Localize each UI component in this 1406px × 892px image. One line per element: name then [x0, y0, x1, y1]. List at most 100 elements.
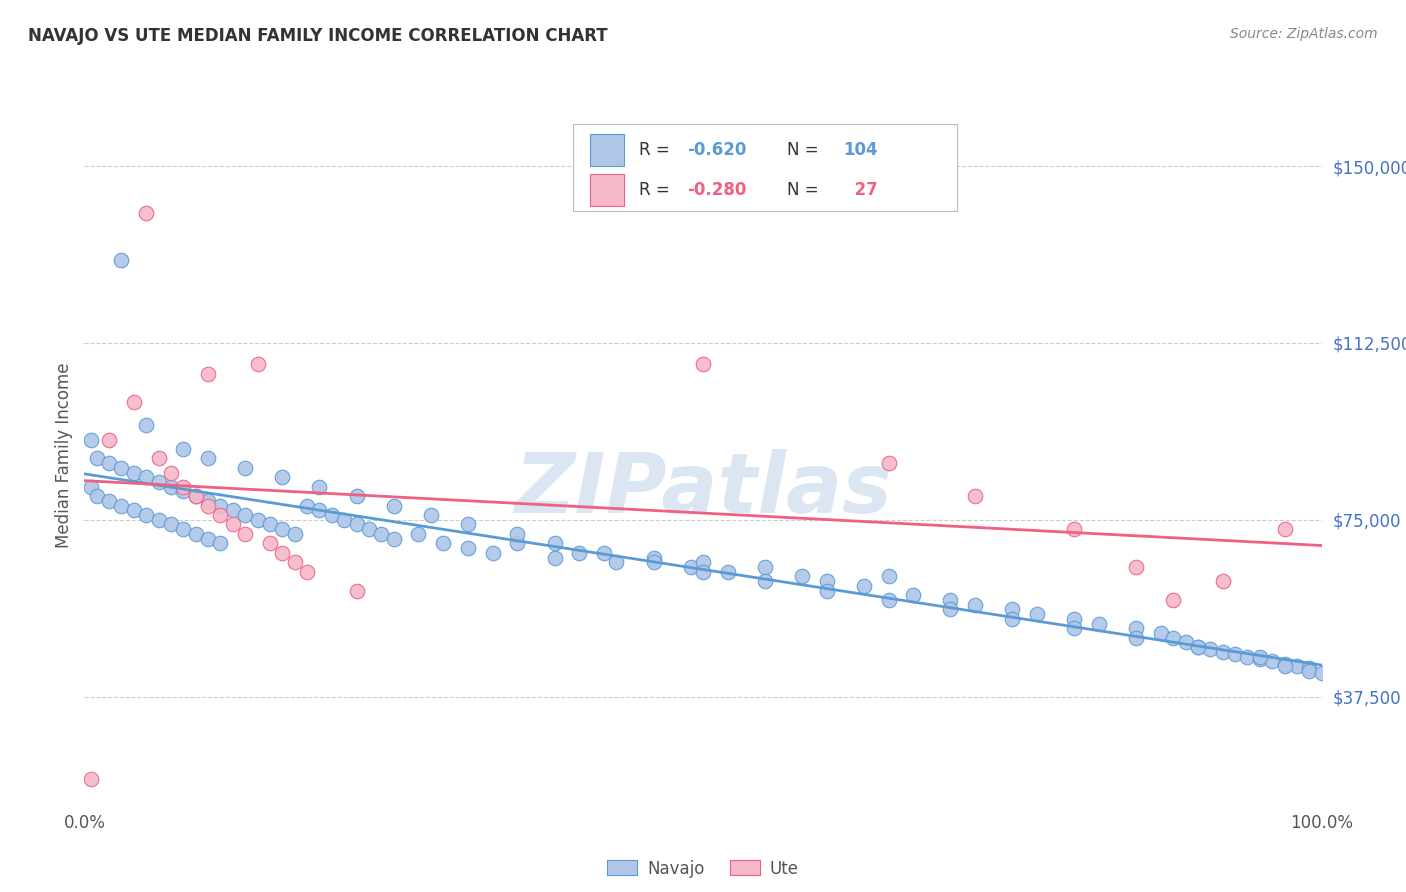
Point: [1261, 654, 1284, 668]
Point: [271, 522, 294, 536]
Text: N =: N =: [787, 141, 824, 160]
Text: 104: 104: [842, 141, 877, 160]
Point: [110, 461, 132, 475]
Point: [1161, 593, 1184, 607]
Point: [679, 560, 702, 574]
Point: [1236, 649, 1258, 664]
Y-axis label: Median Family Income: Median Family Income: [55, 362, 73, 548]
Point: [903, 588, 925, 602]
Point: [86, 451, 108, 466]
Point: [122, 466, 145, 480]
Point: [333, 513, 356, 527]
Point: [815, 583, 838, 598]
Point: [1274, 659, 1296, 673]
Point: [1212, 645, 1234, 659]
FancyBboxPatch shape: [574, 124, 956, 211]
Point: [184, 527, 207, 541]
Point: [877, 569, 900, 583]
Point: [419, 508, 441, 522]
Point: [1063, 522, 1085, 536]
Point: [1274, 522, 1296, 536]
Point: [222, 517, 245, 532]
Point: [965, 489, 987, 503]
Point: [1298, 661, 1320, 675]
Point: [382, 499, 405, 513]
Point: [370, 527, 392, 541]
Point: [172, 522, 194, 536]
Point: [259, 517, 281, 532]
Point: [1285, 659, 1308, 673]
Point: [184, 489, 207, 503]
Point: [754, 560, 776, 574]
Point: [877, 456, 900, 470]
Point: [233, 527, 256, 541]
Point: [1125, 621, 1147, 635]
Point: [1150, 626, 1173, 640]
Point: [1026, 607, 1049, 621]
Point: [197, 494, 219, 508]
Point: [295, 565, 318, 579]
Point: [346, 489, 368, 503]
Point: [135, 206, 157, 220]
Point: [432, 536, 454, 550]
Point: [1187, 640, 1209, 654]
Point: [197, 367, 219, 381]
Point: [259, 536, 281, 550]
Point: [197, 451, 219, 466]
Point: [1001, 602, 1024, 616]
Point: [86, 489, 108, 503]
Point: [246, 357, 269, 371]
Point: [717, 565, 740, 579]
Point: [321, 508, 343, 522]
Point: [382, 532, 405, 546]
Point: [939, 602, 962, 616]
Text: Source: ZipAtlas.com: Source: ZipAtlas.com: [1230, 27, 1378, 41]
Point: [160, 480, 183, 494]
Point: [98, 433, 121, 447]
Point: [815, 574, 838, 588]
Point: [1174, 635, 1197, 649]
Point: [209, 536, 232, 550]
Point: [160, 517, 183, 532]
Point: [1249, 649, 1271, 664]
Point: [295, 499, 318, 513]
Point: [271, 470, 294, 484]
Point: [209, 508, 232, 522]
Point: [1199, 642, 1222, 657]
Point: [1125, 560, 1147, 574]
Point: [1310, 666, 1333, 681]
Point: [233, 508, 256, 522]
Point: [246, 513, 269, 527]
Point: [965, 598, 987, 612]
Point: [197, 499, 219, 513]
Point: [939, 593, 962, 607]
Point: [543, 550, 565, 565]
Point: [1063, 612, 1085, 626]
Point: [1212, 574, 1234, 588]
Point: [506, 536, 529, 550]
Point: [148, 451, 170, 466]
Point: [271, 546, 294, 560]
Point: [1001, 612, 1024, 626]
Text: R =: R =: [638, 141, 675, 160]
Point: [209, 499, 232, 513]
Point: [643, 550, 665, 565]
Text: N =: N =: [787, 181, 824, 199]
Point: [877, 593, 900, 607]
Point: [346, 583, 368, 598]
Point: [135, 418, 157, 433]
Legend: Navajo, Ute: Navajo, Ute: [600, 853, 806, 884]
Point: [172, 484, 194, 499]
Point: [1063, 621, 1085, 635]
Point: [643, 555, 665, 569]
FancyBboxPatch shape: [591, 135, 624, 166]
Point: [754, 574, 776, 588]
Point: [593, 546, 616, 560]
Point: [122, 503, 145, 517]
Text: NAVAJO VS UTE MEDIAN FAMILY INCOME CORRELATION CHART: NAVAJO VS UTE MEDIAN FAMILY INCOME CORRE…: [28, 27, 607, 45]
Point: [1088, 616, 1111, 631]
Point: [852, 579, 875, 593]
Point: [110, 253, 132, 268]
Point: [357, 522, 380, 536]
Point: [790, 569, 813, 583]
